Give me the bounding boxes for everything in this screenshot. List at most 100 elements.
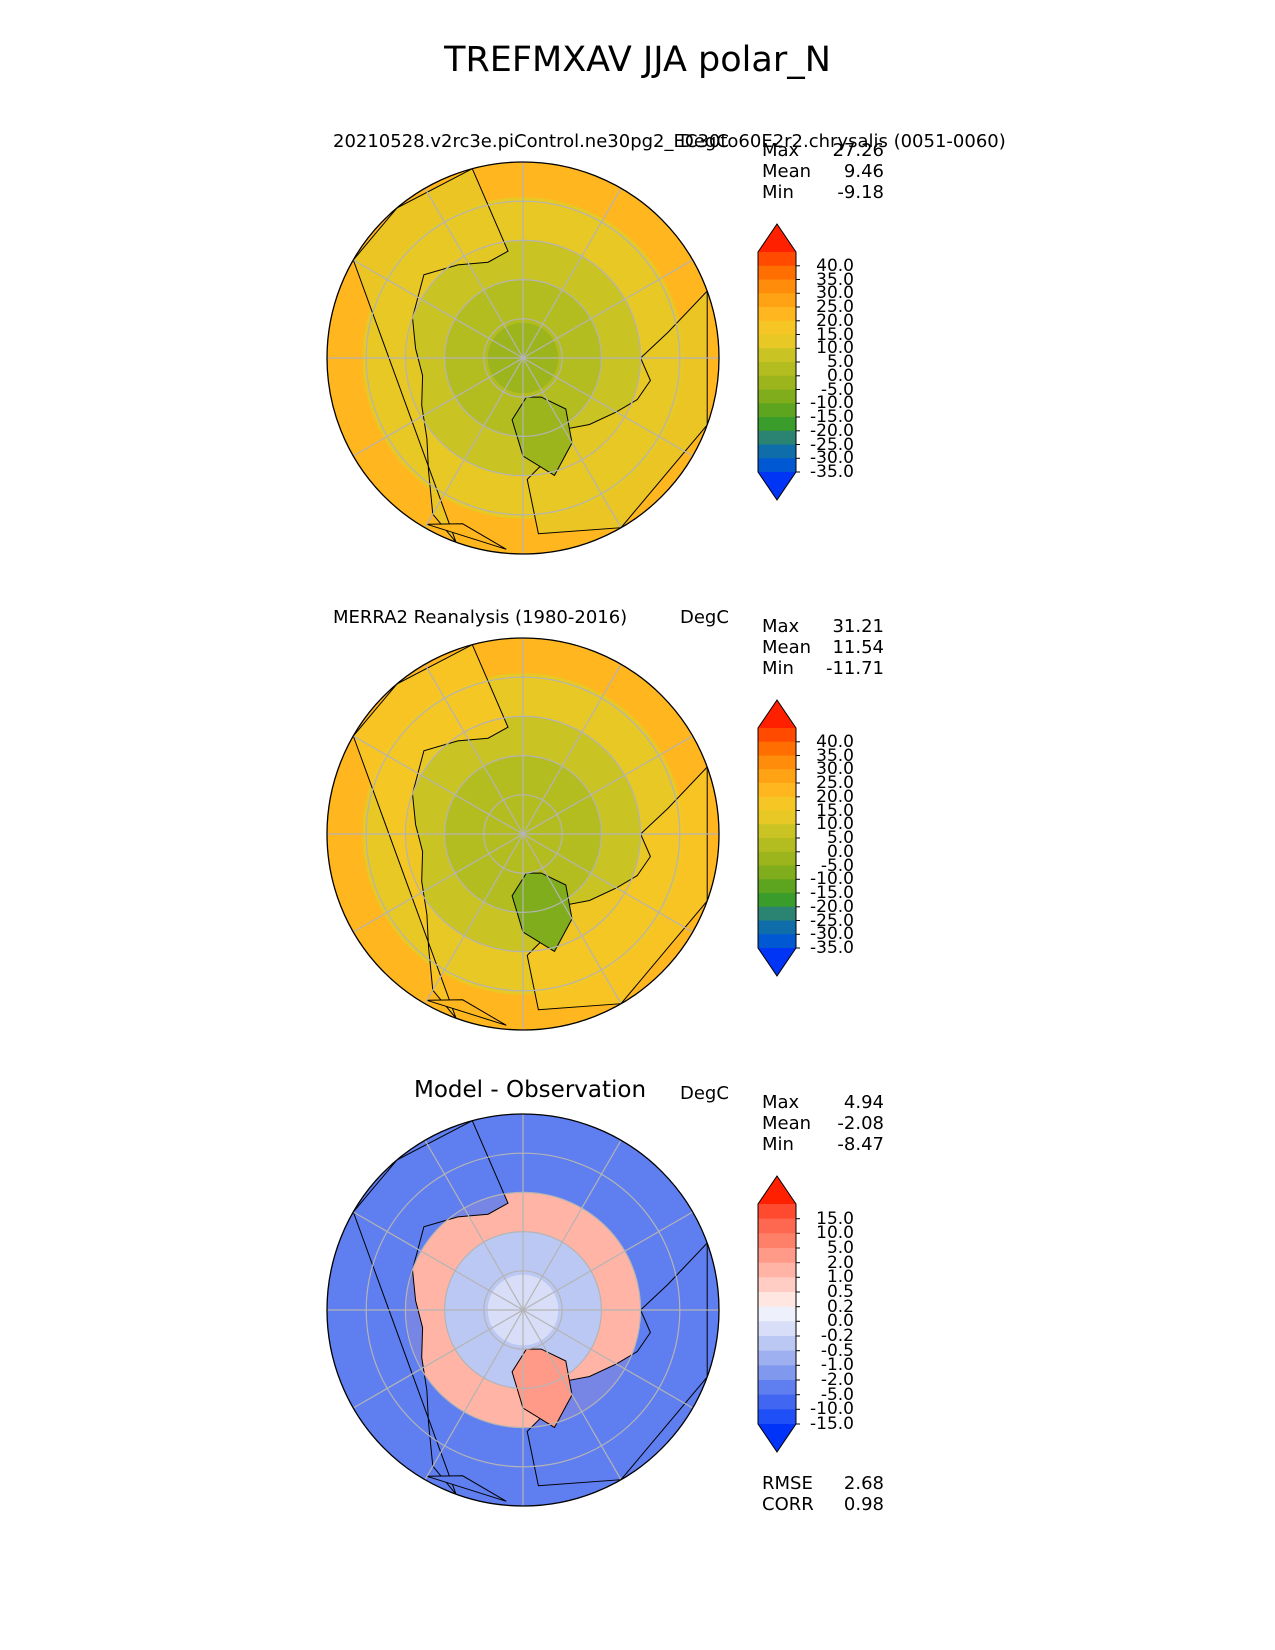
panel-3-units: DegC <box>680 1083 729 1104</box>
colorbar-segment <box>758 783 796 798</box>
colorbar-tick-label: 0.2 <box>826 1296 854 1317</box>
colorbar-segment <box>758 375 796 391</box>
colorbar-segment <box>758 458 796 473</box>
panel-2-title: MERRA2 Reanalysis (1980-2016) <box>333 607 628 628</box>
panel-3-rmse-label: RMSE <box>762 1473 813 1494</box>
colorbar-tick-label: -5.0 <box>820 1384 854 1405</box>
colorbar-segment <box>758 824 796 839</box>
graticule-meridian <box>522 187 622 359</box>
panel-1-units: DegC <box>680 131 729 152</box>
colorbar-tick-label: -10.0 <box>810 869 854 890</box>
map-boundary <box>326 1113 720 1507</box>
colorbar-segment <box>758 403 796 418</box>
colorbar-2 <box>757 699 800 977</box>
colorbar-over-arrow <box>758 700 796 728</box>
colorbar-tick-label: 40.0 <box>816 731 854 752</box>
colorbar-segment <box>758 320 796 336</box>
colorbar-tick-label: 5.0 <box>826 352 854 372</box>
colorbar-tick-label: -5.0 <box>820 379 854 400</box>
graticule-meridian <box>424 1139 524 1311</box>
panel-3-min-value: -8.47 <box>837 1134 884 1155</box>
colorbar-segment <box>758 1336 796 1352</box>
colorbar-segment <box>758 796 796 812</box>
colorbar-tick-label: 0.0 <box>826 841 854 862</box>
colorbar-tick-label: -15.0 <box>810 407 854 427</box>
graticule-meridian <box>352 735 524 835</box>
colorbar-tick-label: -5.0 <box>820 855 854 876</box>
colorbar-segment <box>758 362 796 377</box>
colorbar-segment <box>758 1321 796 1337</box>
panel-2-min-value: -11.71 <box>825 658 884 679</box>
panel-1-title: 20210528.v2rc3e.piControl.ne30pg2_EC30to… <box>333 131 1006 152</box>
graticule-meridian <box>424 833 524 1005</box>
panel-3-min-label: Min <box>762 1134 794 1155</box>
coastline-africa <box>426 523 507 550</box>
polar-map-2 <box>326 637 720 1031</box>
panel-1-mean-label: Mean <box>762 161 812 182</box>
graticule-meridian <box>522 357 694 457</box>
colorbar-segment <box>758 252 796 267</box>
colorbar-segment <box>758 1218 796 1234</box>
colorbar-tick-label: 30.0 <box>816 283 854 304</box>
colorbar-segment <box>758 728 796 743</box>
colorbar-segment <box>758 1204 796 1220</box>
graticule-meridian <box>352 833 524 933</box>
colorbar-segment <box>758 334 796 349</box>
colorbar-segment <box>758 920 796 935</box>
graticule-meridian <box>522 1309 622 1481</box>
colorbar-segment <box>758 293 796 308</box>
polar-map-3 <box>326 1113 720 1507</box>
colorbar-segment <box>758 279 796 294</box>
colorbar-segment <box>758 1306 796 1322</box>
graticule-meridian <box>352 259 524 359</box>
colorbar-tick-label: 2.0 <box>826 1252 854 1273</box>
figure-title: TREFMXAV JJA polar_N <box>444 40 831 80</box>
colorbar-tick-label: 10.0 <box>816 1223 854 1244</box>
graticule-meridian <box>522 1139 622 1311</box>
colorbar-tick-label: 10.0 <box>816 814 854 835</box>
colorbar-1 <box>757 223 800 501</box>
graticule-meridian <box>522 1309 694 1409</box>
map-boundary <box>326 637 720 1031</box>
panel-2-max-label: Max <box>762 616 800 637</box>
colorbar-tick-label: -0.2 <box>820 1326 854 1346</box>
colorbar-tick-label: 15.0 <box>816 1208 854 1229</box>
colorbar-segment <box>758 444 796 459</box>
colorbar-segment <box>758 430 796 446</box>
panel-2-min-label: Min <box>762 658 794 679</box>
colorbar-segment <box>758 1350 796 1366</box>
colorbar-segment <box>758 1409 796 1425</box>
colorbar-segment <box>758 769 796 784</box>
colorbar-segment <box>758 865 796 880</box>
panel-1-min-label: Min <box>762 182 794 203</box>
graticule-meridian <box>522 833 694 933</box>
colorbar-segment <box>758 265 796 281</box>
graticule-meridian <box>522 663 622 835</box>
graticule-meridian <box>522 735 694 835</box>
colorbar-tick-label: -35.0 <box>810 938 854 958</box>
colorbar-tick-label: 20.0 <box>816 310 854 331</box>
colorbar-tick-label: -30.0 <box>810 448 854 469</box>
colorbar-tick-label: 15.0 <box>816 800 854 821</box>
graticule-meridian <box>424 1309 524 1481</box>
graticule-meridian <box>522 259 694 359</box>
colorbar-tick-label: 30.0 <box>816 759 854 780</box>
colorbar-segment <box>758 348 796 363</box>
graticule-meridian <box>522 1211 694 1311</box>
colorbar-segment <box>758 1277 796 1293</box>
colorbar-segment <box>758 1380 796 1396</box>
colorbar-tick-label: -25.0 <box>810 434 854 455</box>
panel-1-min-value: -9.18 <box>837 182 884 203</box>
graticule-meridian <box>424 357 524 529</box>
graticule-meridian <box>352 1211 524 1311</box>
panel-3-title: Model - Observation <box>414 1077 647 1103</box>
colorbar-tick-label: -20.0 <box>810 420 854 441</box>
panel-2-mean-label: Mean <box>762 637 812 658</box>
colorbar-tick-label: 0.0 <box>826 365 854 386</box>
colorbar-segment <box>758 879 796 894</box>
graticule-meridian <box>522 833 622 1005</box>
colorbar-segment <box>758 1292 796 1308</box>
colorbar-tick-label: 25.0 <box>816 773 854 793</box>
colorbar-tick-label: 0.0 <box>826 1311 854 1332</box>
colorbar-tick-label: 25.0 <box>816 297 854 317</box>
